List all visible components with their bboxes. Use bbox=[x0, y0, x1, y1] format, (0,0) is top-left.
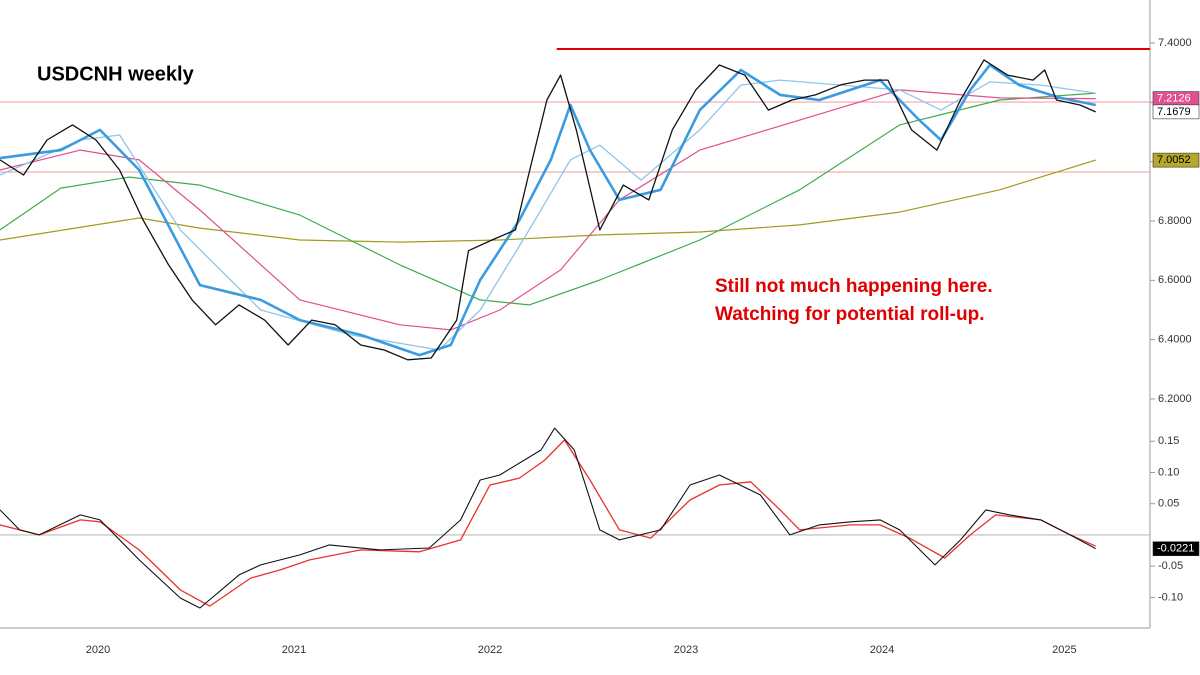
value-badge bbox=[1152, 152, 1200, 168]
y-tick-label: 6.6000 bbox=[1158, 274, 1192, 286]
chart-title: USDCNH weekly bbox=[37, 63, 195, 85]
annotation: Watching for potential roll-up. bbox=[715, 304, 985, 325]
value-badge bbox=[1152, 541, 1200, 557]
series-line bbox=[0, 89, 1096, 331]
value-badge-label: 7.1679 bbox=[1157, 106, 1191, 118]
x-tick-label: 2022 bbox=[478, 644, 502, 656]
y-tick-label: -0.10 bbox=[1158, 591, 1183, 603]
series-line bbox=[0, 79, 1096, 351]
x-tick-label: 2020 bbox=[86, 644, 110, 656]
series-line bbox=[0, 159, 1096, 243]
value-badge-label: -0.0221 bbox=[1157, 543, 1194, 555]
y-tick-label: 0.10 bbox=[1158, 466, 1179, 478]
y-tick-label: 0.05 bbox=[1158, 498, 1179, 510]
value-badge bbox=[1152, 104, 1200, 120]
y-tick-label: 0.15 bbox=[1158, 435, 1179, 447]
annotation: Still not much happening here. bbox=[715, 276, 993, 297]
y-tick-label: 6.2000 bbox=[1158, 393, 1192, 405]
y-tick-label: 6.8000 bbox=[1158, 215, 1192, 227]
series-line bbox=[0, 427, 1096, 609]
x-tick-label: 2021 bbox=[282, 644, 306, 656]
x-tick-label: 2025 bbox=[1052, 644, 1076, 656]
value-badge-label: 7.2126 bbox=[1157, 93, 1191, 105]
x-tick-label: 2024 bbox=[870, 644, 894, 656]
value-badge-label: 7.0052 bbox=[1157, 154, 1191, 166]
y-tick-label: 7.4000 bbox=[1158, 37, 1192, 49]
series-line bbox=[0, 59, 1096, 361]
y-tick-label: 6.4000 bbox=[1158, 334, 1192, 346]
series-line bbox=[0, 63, 1096, 357]
x-tick-label: 2023 bbox=[674, 644, 698, 656]
series-line bbox=[0, 92, 1096, 306]
y-tick-label: -0.05 bbox=[1158, 560, 1183, 572]
